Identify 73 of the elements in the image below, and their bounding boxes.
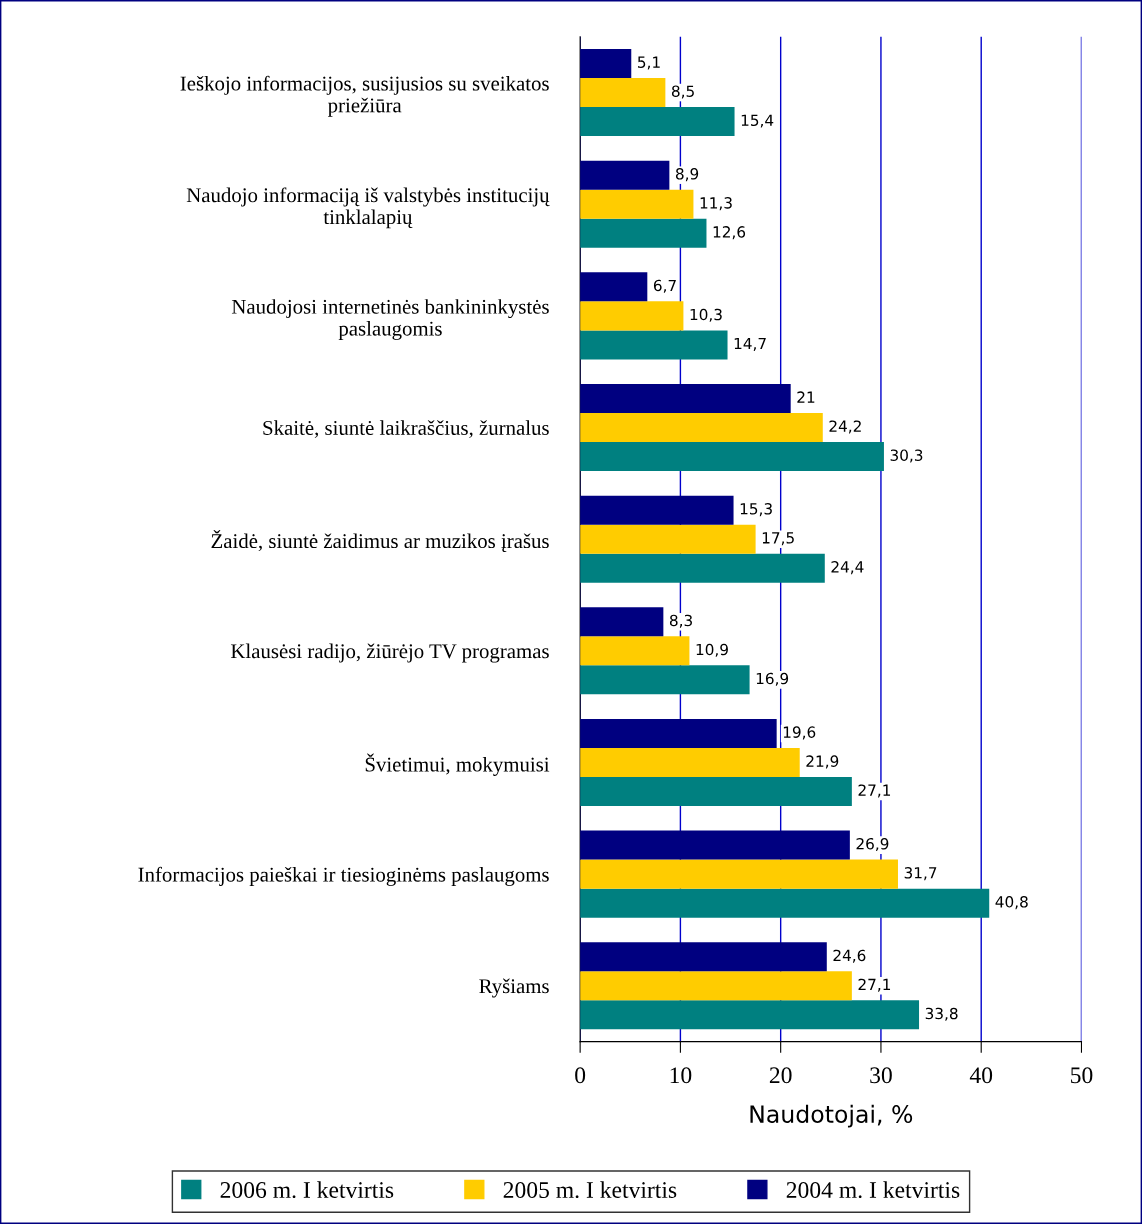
bar xyxy=(580,747,800,777)
data-label: 30,3 xyxy=(890,449,923,463)
data-label: 27,1 xyxy=(858,978,891,992)
bar xyxy=(580,107,735,137)
y-tick-label: Žaidė, siuntė žaidimus ar muzikos įrašus xyxy=(211,530,549,553)
data-label: 24,6 xyxy=(833,949,866,963)
bar xyxy=(580,218,707,248)
data-label: 10,9 xyxy=(696,643,728,657)
bar xyxy=(580,718,777,748)
data-label: 16,9 xyxy=(756,672,789,686)
bar xyxy=(580,272,648,302)
legend-label: 2004 m. I ketvirtis xyxy=(786,1181,960,1199)
bar xyxy=(580,160,670,190)
data-label: 19,6 xyxy=(783,726,816,740)
bar xyxy=(580,413,823,443)
y-tick-label: Informacijos paieškai ir tiesioginėms paslaugoms xyxy=(138,866,549,886)
x-axis-title: Naudotojai, % xyxy=(750,1104,913,1128)
data-label: 24,4 xyxy=(831,561,864,575)
data-label: 21,9 xyxy=(806,755,839,769)
bar xyxy=(580,859,898,889)
data-label: 6,7 xyxy=(653,279,676,293)
x-tick-label: 10 xyxy=(670,1067,692,1084)
data-label: 15,3 xyxy=(740,503,772,517)
data-label: 10,3 xyxy=(690,308,722,322)
data-label: 8,9 xyxy=(675,168,699,182)
x-tick-label: 0 xyxy=(575,1067,586,1084)
bar xyxy=(580,1000,920,1030)
bar xyxy=(580,524,756,554)
x-tick-label: 40 xyxy=(969,1067,993,1084)
bar xyxy=(580,189,694,219)
bar xyxy=(580,495,734,525)
bar xyxy=(580,942,827,972)
data-label: 8,3 xyxy=(669,614,692,628)
bar xyxy=(580,636,690,666)
bar xyxy=(580,330,728,360)
data-label: 15,4 xyxy=(741,114,774,128)
data-label: 31,7 xyxy=(904,867,937,881)
legend-label: 2005 m. I ketvirtis xyxy=(503,1181,677,1199)
bar xyxy=(580,971,852,1001)
y-tick-label: Skaitė, siuntė laikraščius, žurnalus xyxy=(263,420,549,438)
bar xyxy=(580,777,852,807)
data-label: 21 xyxy=(797,391,815,403)
data-label: 24,2 xyxy=(829,420,861,434)
data-label: 33,8 xyxy=(925,1007,958,1021)
x-tick-label: 50 xyxy=(1071,1067,1093,1084)
data-label: 5,1 xyxy=(638,56,660,70)
x-tick-label: 20 xyxy=(769,1067,792,1084)
data-label: 11,3 xyxy=(700,197,732,211)
bar xyxy=(580,665,750,695)
bar xyxy=(580,301,684,331)
bar xyxy=(580,78,666,108)
bar xyxy=(580,888,990,918)
data-label: 17,5 xyxy=(762,532,794,546)
bar xyxy=(580,442,884,472)
x-tick-label: 30 xyxy=(870,1067,892,1084)
data-label: 14,7 xyxy=(734,337,766,351)
bar xyxy=(580,553,825,583)
y-tick-label: Ieškojo informacijos, susijusios su sveikatos priežiūra xyxy=(180,75,549,117)
data-label: 8,5 xyxy=(671,85,694,99)
y-tick-label: Švietimui, mokymuisi xyxy=(365,753,550,776)
y-tick-label: Naudojosi internetinės bankininkystės paslaugomis xyxy=(231,299,549,340)
data-label: 26,9 xyxy=(856,837,889,852)
bar xyxy=(580,607,664,637)
bar xyxy=(580,830,850,860)
y-tick-label: Ryšiams xyxy=(479,978,549,998)
bar xyxy=(580,383,791,413)
data-label: 27,1 xyxy=(858,784,891,798)
bar xyxy=(580,49,632,79)
data-label: 40,8 xyxy=(995,896,1028,910)
data-label: 12,6 xyxy=(713,226,746,240)
y-tick-label: Naudojo informaciją iš valstybės institucijų tinklalapių xyxy=(186,187,550,229)
legend-label: 2006 m. I ketvirtis xyxy=(220,1181,394,1199)
y-tick-label: Klausėsi radijo, žiūrėjo TV programas xyxy=(230,643,549,663)
